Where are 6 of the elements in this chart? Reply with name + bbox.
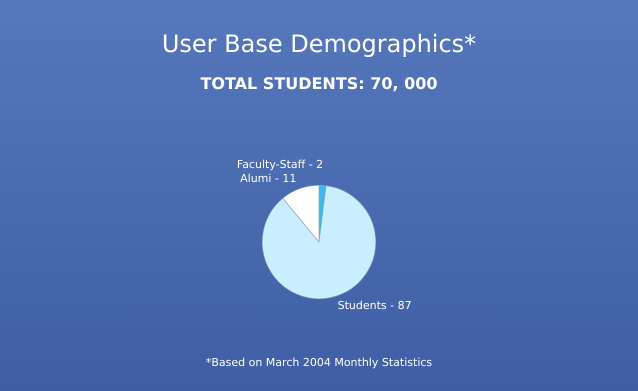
chart-title: User Base Demographics* bbox=[160, 30, 478, 58]
slice-label: Faculty-Staff - 2 bbox=[236, 158, 324, 172]
text: *Based on March 2004 Monthly Statistics bbox=[204, 356, 434, 369]
slice-label: Students - 87 bbox=[338, 298, 412, 312]
chart-subtitle: TOTAL STUDENTS: 70, 000 bbox=[199, 74, 439, 93]
slice-label: Alumi - 11 bbox=[240, 172, 296, 186]
